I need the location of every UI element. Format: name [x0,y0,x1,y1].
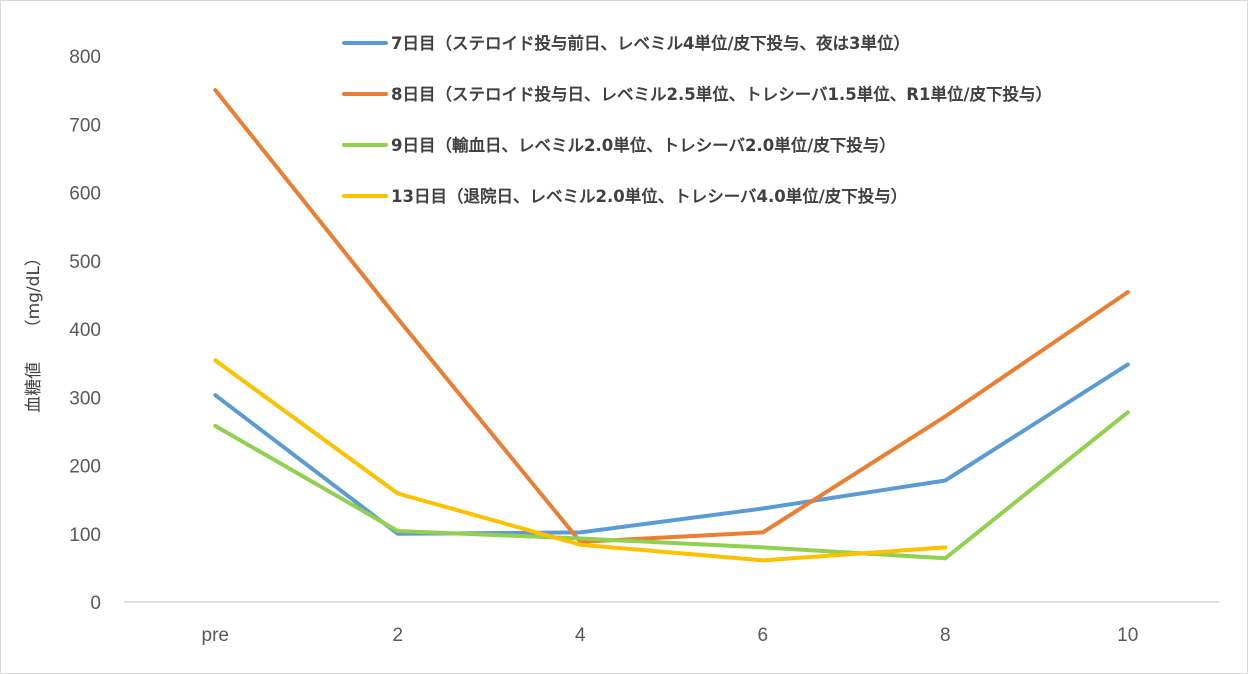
y-tick-label: 300 [69,388,101,409]
legend-label-2: 8日目（ステロイド投与日、レベミル2.5単位、トレシーバ1.5単位、R1単位/皮… [391,84,1052,104]
legend-label-1: 7日目（ステロイド投与前日、レベミル4単位/皮下投与、夜は3単位） [391,33,910,53]
series-line-2 [213,88,1130,544]
y-tick-label: 400 [69,320,101,341]
y-tick-label: 200 [69,457,101,478]
y-tick-label: 0 [90,593,101,614]
y-tick-label: 500 [69,252,101,273]
legend-label-3: 9日目（輸血日、レベミル2.0単位、トレシーバ2.0単位/皮下投与） [391,135,896,155]
y-axis-ticks: 0 100 200 300 400 500 600 700 800 [69,47,101,614]
x-tick-label: 10 [1117,625,1138,646]
x-tick-label: 4 [575,625,586,646]
y-tick-label: 700 [69,115,101,136]
x-tick-label: 2 [392,625,403,646]
x-tick-label: pre [202,625,229,646]
y-tick-label: 800 [69,47,101,68]
series-lines [213,88,1130,563]
y-axis-label: 血糖値 （mg/dL） [24,249,44,413]
x-axis-ticks: pre 2 4 6 8 10 [202,625,1139,646]
legend-label-4: 13日目（退院日、レベミル2.0単位、トレシーバ4.0単位/皮下投与） [391,186,907,206]
y-tick-label: 100 [69,525,101,546]
legend: 7日目（ステロイド投与前日、レベミル4単位/皮下投与、夜は3単位） 8日目（ステロ… [342,33,1052,206]
x-tick-label: 8 [940,625,951,646]
series-line-1 [213,362,1130,536]
x-tick-label: 6 [757,625,768,646]
y-tick-label: 600 [69,184,101,205]
series-line-4 [213,358,948,563]
series-line-3 [213,410,1130,561]
